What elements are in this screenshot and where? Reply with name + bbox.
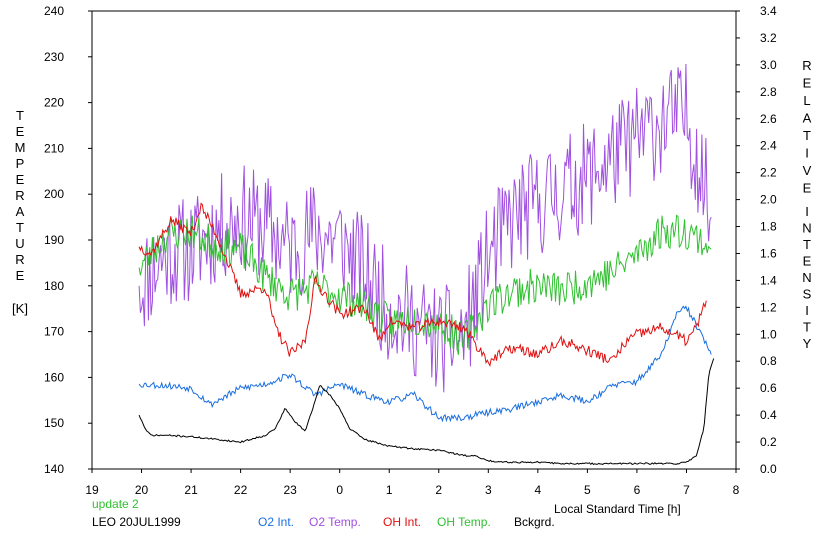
left-axis-letter: E [16,124,25,139]
x-tick-label: 8 [733,483,740,497]
left-axis-letter: A [16,204,25,219]
left-tick-label: 220 [44,96,64,110]
x-tick-label: 2 [435,483,442,497]
right-tick-label: 1.2 [760,300,777,314]
right-axis-letter: T [803,320,811,335]
right-axis-letter: I [805,303,809,318]
legend-item: Bckgrd. [514,515,555,529]
right-tick-label: 3.4 [760,4,777,18]
right-tick-label: 0.6 [760,381,777,395]
legend-item: OH Temp. [437,515,491,529]
station-date-text: LEO 20JUL1999 [92,515,181,529]
right-tick-label: 0.2 [760,435,777,449]
left-tick-label: 170 [44,325,64,339]
left-tick-label: 240 [44,4,64,18]
series-line-o2-temp [138,63,712,393]
right-axis-letter: I [805,146,809,161]
legend-item: O2 Int. [258,515,294,529]
left-tick-label: 140 [44,462,64,476]
right-axis-letter: R [802,58,811,73]
x-tick-label: 23 [283,483,297,497]
left-axis-letter: P [16,156,25,171]
right-axis-letter: L [803,93,810,108]
right-axis-letter: N [802,221,811,236]
left-axis-letter: E [16,268,25,283]
left-tick-label: 150 [44,416,64,430]
x-tick-label: 0 [336,483,343,497]
right-axis-letter: T [803,128,811,143]
x-tick-label: 7 [683,483,690,497]
right-tick-label: 0.8 [760,354,777,368]
legend-item: OH Int. [383,515,421,529]
axes-layer: 1401501601701801902002102202302400.00.20… [44,4,777,497]
right-tick-label: 2.4 [760,139,777,153]
x-axis-label: Local Standard Time [h] [554,502,681,516]
x-tick-label: 19 [85,483,99,497]
x-tick-label: 1 [386,483,393,497]
right-tick-label: 1.4 [760,273,777,287]
right-tick-label: 3.0 [760,58,777,72]
update-text: update 2 [92,497,139,511]
left-axis-letter: M [15,140,26,155]
x-tick-label: 6 [634,483,641,497]
series-line-o2-int [138,305,712,423]
right-axis-letter: Y [803,336,812,351]
right-tick-label: 1.6 [760,246,777,260]
right-tick-label: 3.2 [760,31,777,45]
left-axis-letter: T [16,220,24,235]
series-line-bckgrd [138,358,715,466]
right-tick-label: 2.8 [760,85,777,99]
right-axis-letter: I [805,204,809,219]
legend: O2 Int. O2 Temp. OH Int. OH Temp. Bckgrd. [258,515,555,529]
left-axis-letter: U [15,236,24,251]
left-tick-label: 160 [44,370,64,384]
x-tick-label: 22 [234,483,248,497]
left-axis-letter: R [15,188,24,203]
series-line-oh-int [138,202,707,367]
x-tick-label: 20 [135,483,149,497]
right-tick-label: 2.2 [760,166,777,180]
left-tick-label: 210 [44,141,64,155]
series-line-oh-temp [138,214,712,355]
right-tick-label: 1.0 [760,327,777,341]
right-tick-label: 2.0 [760,193,777,207]
left-tick-label: 190 [44,233,64,247]
right-axis-letter: S [803,287,812,302]
right-tick-label: 0.0 [760,462,777,476]
right-axis-letter: T [803,237,811,252]
legend-item: O2 Temp. [309,515,361,529]
series-layer [138,63,715,466]
left-axis-letter: E [16,172,25,187]
left-tick-label: 180 [44,279,64,293]
right-tick-label: 2.6 [760,112,777,126]
right-axis-letter: E [803,254,812,269]
x-tick-label: 5 [584,483,591,497]
right-axis-letter: E [803,76,812,91]
left-tick-label: 200 [44,187,64,201]
x-tick-label: 4 [535,483,542,497]
x-tick-label: 21 [184,483,198,497]
x-tick-label: 3 [485,483,492,497]
left-tick-label: 230 [44,50,64,64]
right-axis-letter: A [803,111,812,126]
left-axis-letter: R [15,252,24,267]
right-axis-letter: E [803,181,812,196]
left-axis-unit: [K] [12,301,28,316]
left-axis-letter: T [16,108,24,123]
right-tick-label: 1.8 [760,220,777,234]
right-tick-label: 0.4 [760,408,777,422]
right-axis-letter: N [802,270,811,285]
right-axis-letter: V [803,163,812,178]
